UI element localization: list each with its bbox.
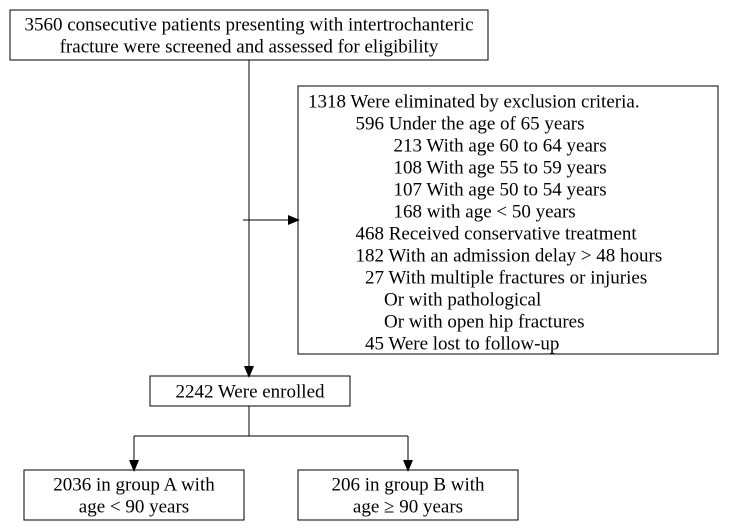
node-excluded-line-7: 182 With an admission delay > 48 hours bbox=[356, 245, 663, 266]
node-excluded-line-9: Or with pathological bbox=[384, 289, 541, 310]
node-excluded-line-0: 1318 Were eliminated by exclusion criter… bbox=[308, 91, 640, 112]
node-excluded-line-3: 108 With age 55 to 59 years bbox=[394, 157, 607, 178]
node-enrolled-line-0: 2242 Were enrolled bbox=[175, 381, 325, 402]
flowchart-canvas: 3560 consecutive patients presenting wit… bbox=[0, 0, 734, 529]
node-groupB-line-1: age ≥ 90 years bbox=[353, 496, 463, 517]
node-excluded-line-8: 27 With multiple fractures or injuries bbox=[365, 267, 647, 288]
node-screened-line-1: fracture were screened and assessed for … bbox=[60, 36, 439, 57]
node-excluded-line-2: 213 With age 60 to 64 years bbox=[394, 135, 607, 156]
node-excluded-line-6: 468 Received conservative treatment bbox=[356, 223, 638, 244]
node-groupB-line-0: 206 in group B with bbox=[331, 474, 485, 495]
node-groupA-line-1: age < 90 years bbox=[79, 496, 189, 517]
node-excluded-line-5: 168 with age < 50 years bbox=[394, 201, 576, 222]
node-groupA-line-0: 2036 in group A with bbox=[53, 474, 215, 495]
node-excluded-line-11: 45 Were lost to follow-up bbox=[365, 333, 559, 354]
node-screened-line-0: 3560 consecutive patients presenting wit… bbox=[25, 14, 474, 35]
node-excluded-line-10: Or with open hip fractures bbox=[384, 311, 585, 332]
node-excluded-line-1: 596 Under the age of 65 years bbox=[356, 113, 585, 134]
node-excluded-line-4: 107 With age 50 to 54 years bbox=[394, 179, 607, 200]
